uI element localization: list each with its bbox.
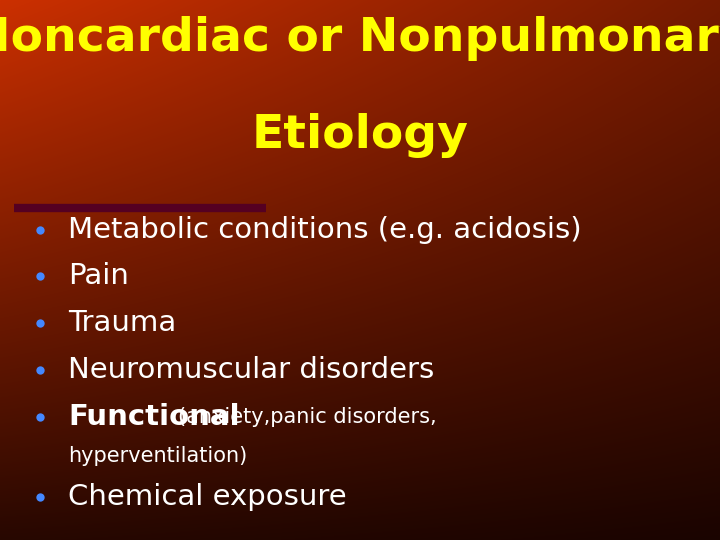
- Text: Etiology: Etiology: [251, 113, 469, 158]
- Text: Pain: Pain: [68, 262, 130, 291]
- Text: hyperventilation): hyperventilation): [68, 446, 248, 467]
- Text: (anxiety,panic disorders,: (anxiety,panic disorders,: [178, 407, 436, 428]
- Text: Functional: Functional: [68, 403, 240, 431]
- Text: Neuromuscular disorders: Neuromuscular disorders: [68, 356, 435, 384]
- Text: Metabolic conditions (e.g. acidosis): Metabolic conditions (e.g. acidosis): [68, 215, 582, 244]
- Text: Trauma: Trauma: [68, 309, 176, 338]
- Text: Noncardiac or Nonpulmonary: Noncardiac or Nonpulmonary: [0, 16, 720, 61]
- Text: Chemical exposure: Chemical exposure: [68, 483, 347, 511]
